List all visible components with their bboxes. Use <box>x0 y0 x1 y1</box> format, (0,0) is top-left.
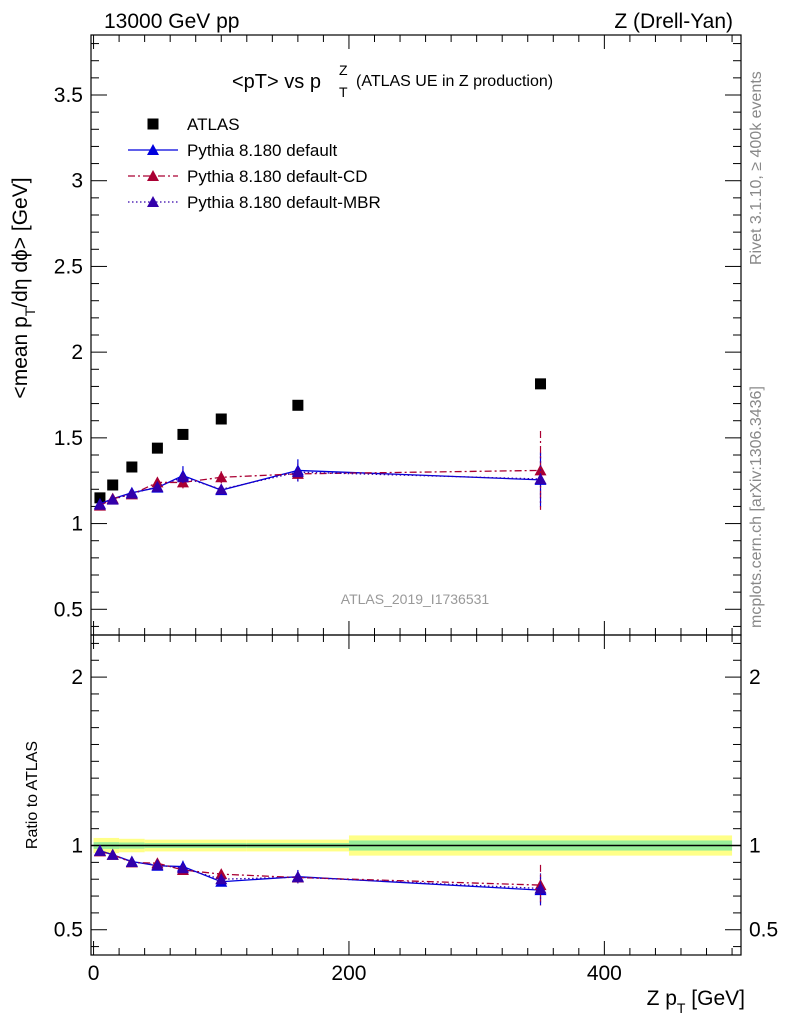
plot-title: <pT> vs p <box>232 71 321 93</box>
legend-label: Pythia 8.180 default-MBR <box>187 193 381 212</box>
legend-item: Pythia 8.180 default-MBR <box>128 193 381 212</box>
data-point <box>292 399 304 411</box>
y-tick-label: 0.5 <box>54 598 83 621</box>
legend-label: Pythia 8.180 default <box>187 141 338 160</box>
series-line <box>99 469 541 507</box>
plot-title-subscript: T <box>339 84 348 100</box>
y-tick-label: 1.5 <box>54 427 83 450</box>
header-left: 13000 GeV pp <box>104 10 239 33</box>
y-tick-label: 3.5 <box>54 84 83 107</box>
ratio-y-tick-label: 2 <box>71 666 83 689</box>
rivet-label: Rivet 3.1.10, ≥ 400k events <box>748 71 765 265</box>
plot-title-main: <pT> vs p <box>232 71 321 93</box>
y-tick-label: 3 <box>71 170 83 193</box>
data-point <box>176 862 189 874</box>
ratio-y-tick-label: 0.5 <box>54 919 83 942</box>
mcplots-label: mcplots.cern.ch [arXiv:1306.3436] <box>748 386 765 628</box>
data-point <box>93 844 106 856</box>
xlabel: Z pT [GeV] <box>647 987 745 1016</box>
data-point <box>93 498 106 510</box>
data-point <box>534 882 547 894</box>
ratio-y-tick-label-right: 1 <box>749 835 761 858</box>
plot-title-sub: (ATLAS UE in Z production) <box>356 73 553 90</box>
header-right: Z (Drell-Yan) <box>614 10 733 33</box>
plot-title-superscript: Z <box>339 62 348 78</box>
series-line <box>99 471 541 506</box>
data-point <box>215 413 227 425</box>
data-point <box>215 873 228 885</box>
x-tick-label: 0 <box>88 962 100 985</box>
legend: ATLAS Pythia 8.180 default Pythia 8.180 de… <box>128 115 381 212</box>
data-point <box>125 856 138 868</box>
ratio-y-tick-label: 1 <box>71 835 83 858</box>
y-tick-label: 2.5 <box>54 255 83 278</box>
legend-marker <box>147 170 159 181</box>
data-point <box>534 473 547 484</box>
data-point <box>177 428 189 440</box>
series-layer <box>93 378 547 906</box>
data-point <box>126 461 138 473</box>
data-point <box>291 871 304 883</box>
legend-marker <box>147 118 159 130</box>
ratio-y-tick-label-right: 0.5 <box>749 919 778 942</box>
ratio-y-tick-label-right: 2 <box>749 666 761 689</box>
data-point <box>107 479 119 491</box>
x-tick-label: 200 <box>331 962 366 985</box>
data-point <box>106 848 119 860</box>
legend-label: Pythia 8.180 default-CD <box>187 167 368 186</box>
legend-label: ATLAS <box>187 115 240 134</box>
data-point <box>151 442 163 454</box>
data-point <box>106 493 119 505</box>
data-point <box>176 471 189 483</box>
main-series-pythia-8-180-default <box>93 452 547 509</box>
series-line <box>99 469 541 505</box>
legend-item: Pythia 8.180 default <box>128 141 338 160</box>
data-point <box>125 487 138 499</box>
ratio-frame <box>90 634 742 956</box>
ratio-ylabel: Ratio to ATLAS <box>24 741 41 849</box>
legend-marker <box>147 144 159 155</box>
main-ylabel: <mean pT/dη dϕ> [GeV] <box>9 177 38 398</box>
axes: 0 200 400 0.5 1 1.5 2 2.5 3 3.5 0.5 0.5 1 1 2 2 <box>54 34 778 985</box>
analysis-id: ATLAS_2019_I1736531 <box>341 591 490 607</box>
data-point <box>535 378 547 390</box>
main-series-pythia-8-180-default-mbr <box>93 453 547 510</box>
data-point <box>215 483 228 495</box>
x-tick-label: 400 <box>587 962 622 985</box>
y-tick-label: 1 <box>71 513 83 536</box>
series-line <box>99 850 541 886</box>
data-point <box>151 480 164 492</box>
legend-item: ATLAS <box>147 115 240 134</box>
ratio-uncertainty-band <box>91 835 741 856</box>
y-tick-label: 2 <box>71 341 83 364</box>
legend-marker <box>147 196 159 207</box>
data-point <box>151 858 164 870</box>
ratio-series-pythia-8-180-default-mbr <box>93 844 547 904</box>
data-point <box>215 471 228 483</box>
legend-item: Pythia 8.180 default-CD <box>128 167 368 186</box>
series-line <box>99 849 541 891</box>
data-point <box>291 466 304 478</box>
